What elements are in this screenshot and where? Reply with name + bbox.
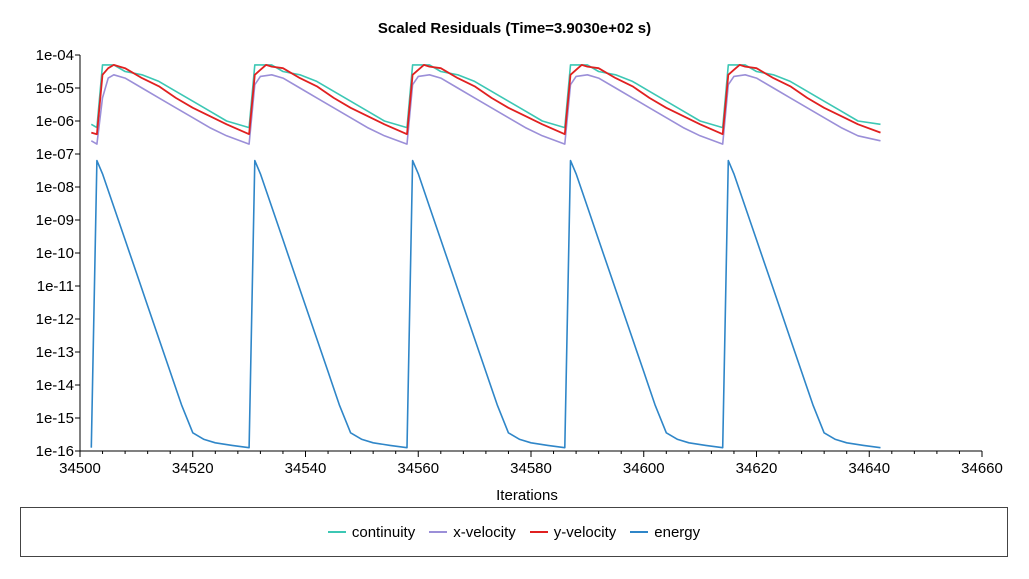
y-tick-label: 1e-06 [36, 113, 74, 130]
legend-label: y-velocity [553, 523, 617, 541]
y-tick-label: 1e-16 [36, 443, 74, 460]
series-line-energy [90, 159, 881, 449]
legend-item-x-velocity: x-velocity [429, 524, 516, 541]
series-layer [90, 64, 881, 449]
legend-swatch [327, 531, 346, 533]
legend-item-continuity: continuity [327, 523, 416, 541]
x-tick-label: 34600 [623, 460, 665, 477]
axes: 1e-04 1e-05 1e-06 1e-07 1e-08 1e-09 1e-10 1e-11… [36, 47, 1003, 477]
y-tick-label: 1e-13 [36, 344, 74, 361]
series-line-y-velocity [91, 64, 881, 136]
series-line-x-velocity [90, 74, 881, 145]
series-line-continuity [90, 64, 881, 129]
x-tick-label: 34500 [59, 460, 101, 477]
x-axis-label: Iterations [496, 487, 558, 504]
y-tick-label: 1e-08 [36, 179, 74, 196]
y-tick-label: 1e-09 [36, 212, 74, 229]
y-tick-label: 1e-04 [36, 47, 74, 64]
y-tick-label: 1e-12 [36, 311, 74, 328]
legend-label: continuity [351, 523, 416, 541]
x-tick-label: 34560 [397, 460, 439, 477]
y-tick-label: 1e-07 [36, 146, 74, 163]
x-tick-label: 34660 [961, 460, 1003, 477]
legend: continuity x-velocity y-velocity energy [20, 507, 1008, 557]
legend-label: x-velocity [453, 523, 516, 541]
y-tick-label: 1e-05 [36, 80, 74, 97]
legend-item-y-velocity: y-velocity [529, 523, 617, 541]
x-tick-label: 34580 [510, 460, 552, 477]
y-tick-label: 1e-11 [37, 278, 74, 295]
legend-item-energy: energy [630, 524, 700, 541]
y-tick-label: 1e-15 [36, 410, 74, 427]
chart-title: Scaled Residuals (Time=3.9030e+02 s) [377, 20, 652, 37]
legend-swatch [429, 531, 448, 533]
legend-swatch [529, 531, 548, 533]
legend-label: energy [654, 523, 701, 541]
x-tick-label: 34620 [736, 460, 778, 477]
legend-swatch [630, 531, 649, 533]
y-tick-label: 1e-14 [36, 377, 74, 394]
x-tick-label: 34520 [172, 460, 214, 477]
y-tick-label: 1e-10 [36, 245, 74, 262]
x-tick-label: 34540 [285, 460, 327, 477]
x-tick-label: 34640 [848, 460, 890, 477]
